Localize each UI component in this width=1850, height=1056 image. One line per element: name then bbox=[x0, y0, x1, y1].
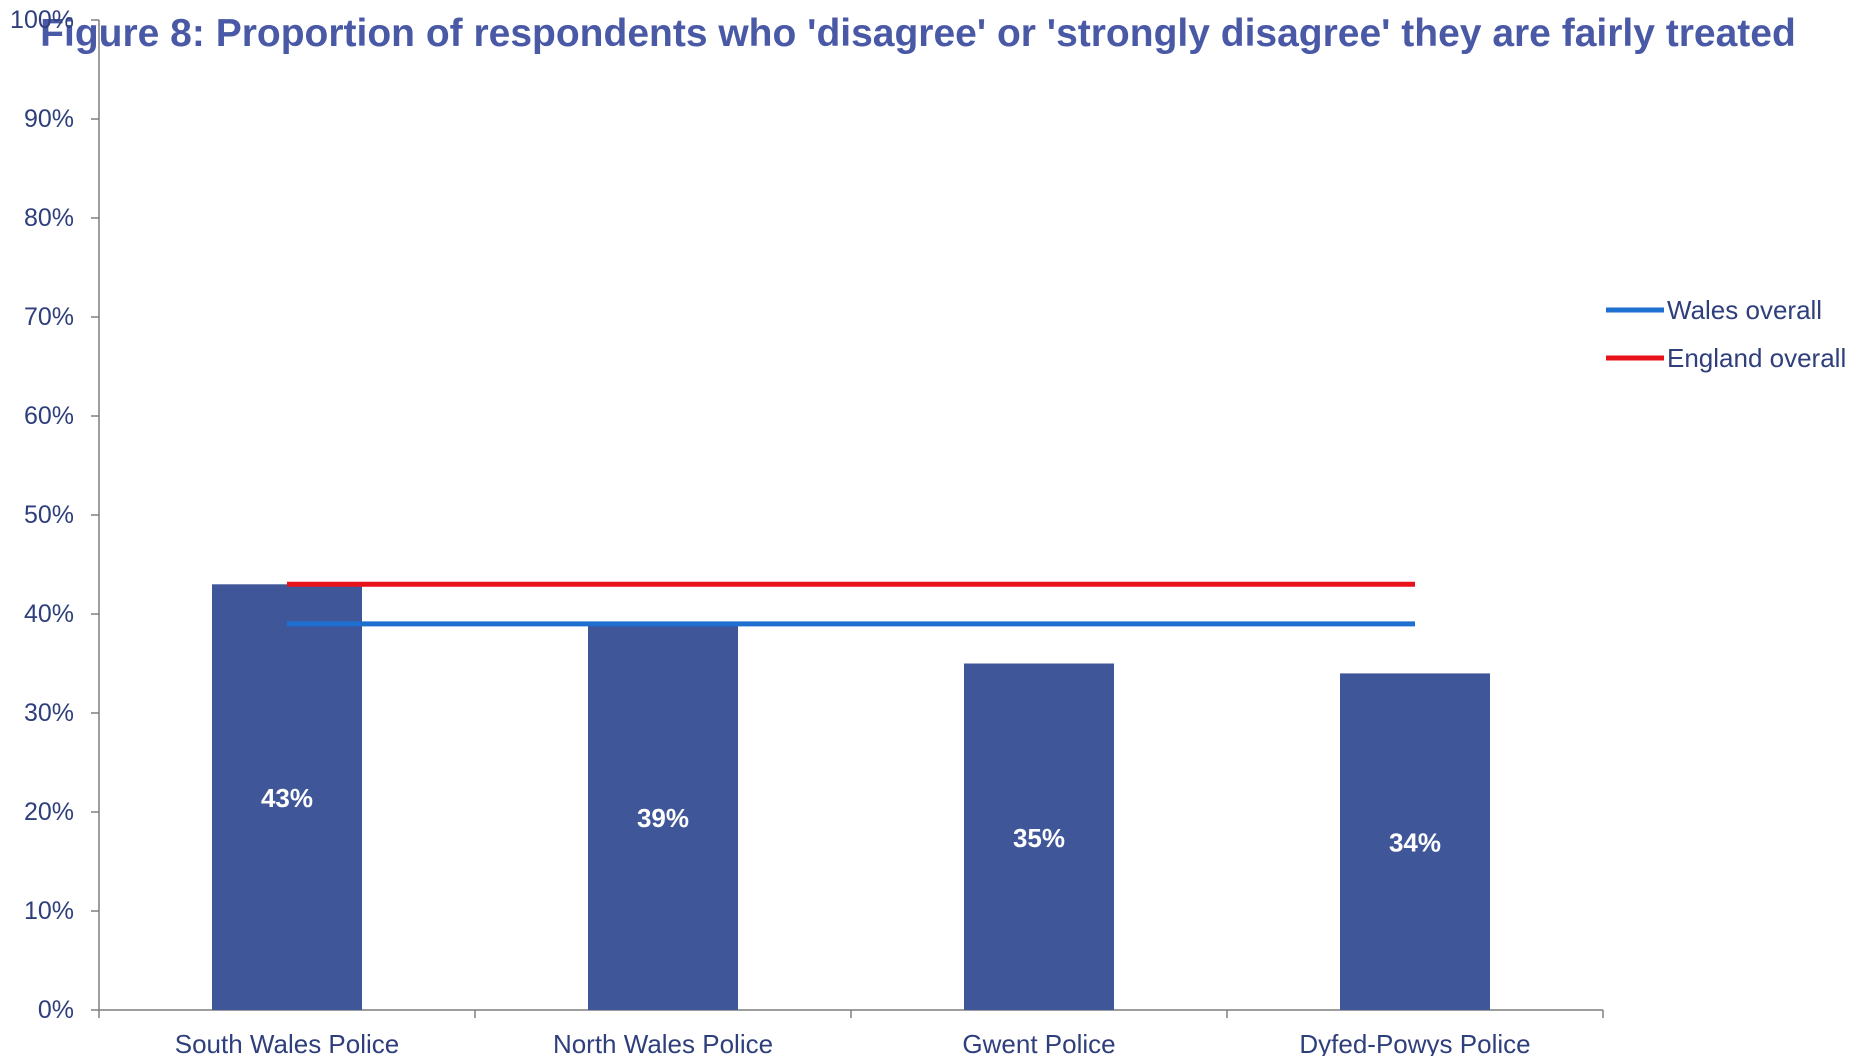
y-tick-label: 90% bbox=[24, 105, 74, 133]
bar bbox=[964, 663, 1114, 1010]
bar-data-label: 43% bbox=[261, 783, 313, 813]
bar-data-label: 35% bbox=[1013, 823, 1065, 853]
y-tick-label: 100% bbox=[10, 6, 74, 34]
y-tick-label: 50% bbox=[24, 501, 74, 529]
x-axis: South Wales Police North Wales Police Gwen… bbox=[98, 1009, 1604, 1056]
bar bbox=[1340, 673, 1490, 1010]
x-category-label: Gwent Police bbox=[962, 1029, 1115, 1056]
y-tick-label: 0% bbox=[38, 996, 74, 1024]
bar-data-label: 39% bbox=[637, 803, 689, 833]
y-tick-label: 10% bbox=[24, 897, 74, 925]
y-axis: 0% 10% 20% 30% 40% 50% 60% 70% 80% 90% 100% bbox=[10, 6, 100, 1024]
y-tick-label: 20% bbox=[24, 798, 74, 826]
legend-label: England overall bbox=[1667, 343, 1846, 373]
x-category-label: North Wales Police bbox=[553, 1029, 773, 1056]
bar bbox=[212, 584, 362, 1010]
legend: Wales overall England overall bbox=[1606, 295, 1846, 373]
x-category-label: Dyfed-Powys Police bbox=[1299, 1029, 1530, 1056]
y-tick-label: 80% bbox=[24, 204, 74, 232]
y-tick-label: 70% bbox=[24, 303, 74, 331]
chart-title: Figure 8: Proportion of respondents who … bbox=[40, 12, 1796, 55]
reference-lines bbox=[287, 581, 1415, 627]
y-tick-label: 30% bbox=[24, 699, 74, 727]
legend-label: Wales overall bbox=[1667, 295, 1822, 325]
bar bbox=[588, 623, 738, 1010]
y-tick-label: 60% bbox=[24, 402, 74, 430]
x-category-label: South Wales Police bbox=[175, 1029, 399, 1056]
bar-data-label: 34% bbox=[1389, 828, 1441, 858]
bars: 43% 39% 35% 34% bbox=[212, 584, 1490, 1010]
y-tick-label: 40% bbox=[24, 600, 74, 628]
